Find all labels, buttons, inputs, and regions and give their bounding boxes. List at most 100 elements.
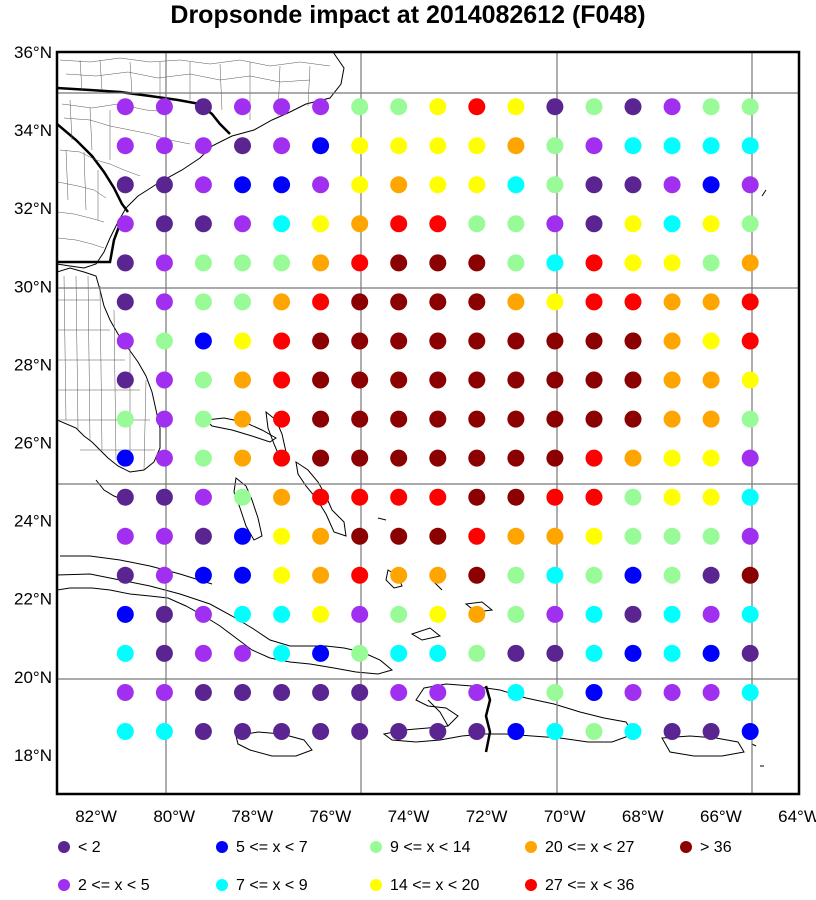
impact-dot-r13-c10 [507,605,525,623]
impact-dot-r14-c10 [507,644,525,662]
lon-tick-label: 82°W [75,807,117,826]
legend-swatch [525,879,537,891]
impact-dot-r0-c2 [194,98,212,116]
impact-dot-r4-c15 [702,254,720,272]
cuba-north-coast [60,555,213,585]
impact-dot-r15-c0 [116,684,134,701]
impact-dot-r3-c12 [585,215,603,233]
impact-dot-r10-c12 [585,488,603,506]
impact-dot-r3-c7 [390,215,408,233]
impact-dot-r16-c14 [663,723,681,740]
impact-dot-r9-c8 [429,449,447,467]
impact-dot-r4-c2 [194,254,212,272]
impact-dot-r3-c6 [351,215,369,233]
map-plot-area [55,50,801,796]
impact-dot-r15-c4 [273,684,291,701]
impact-dot-r15-c3 [234,684,251,701]
impact-dot-r2-c5 [312,176,330,194]
impact-dot-r14-c4 [273,644,291,662]
lon-tick-label: 78°W [231,807,273,826]
legend-label: 9 <= x < 14 [390,839,471,856]
lat-tick-label: 26°N [14,434,52,453]
bahamas-eleuthera [295,460,347,537]
lon-tick-label: 66°W [700,807,742,826]
impact-dot-r7-c8 [429,371,447,389]
impact-dot-r9-c5 [312,449,330,467]
impact-dot-r8-c11 [546,410,564,428]
impact-dot-r2-c4 [273,176,291,194]
impact-dot-r5-c2 [194,293,212,311]
impact-dot-r0-c6 [351,98,369,116]
impact-dot-r9-c7 [390,449,408,467]
impact-dot-r5-c15 [702,293,720,311]
impact-dot-r6-c10 [507,332,525,350]
state-boundary-nc-sc [57,86,231,135]
impact-dot-r7-c2 [194,371,212,389]
impact-dot-r6-c6 [351,332,369,350]
impact-dot-r4-c8 [429,254,447,272]
impact-dot-r1-c6 [351,137,369,155]
impact-dot-r8-c14 [663,410,681,428]
impact-dot-r0-c1 [155,98,173,116]
impact-dot-r16-c0 [116,723,134,740]
impact-dot-r7-c13 [624,371,642,389]
impact-dot-r9-c4 [273,449,291,467]
legend: < 2 2 <= x < 5 5 <= x < 7 7 <= x < 9 9 <= x … [58,839,732,894]
impact-dot-r10-c14 [663,488,681,506]
legend-swatch [370,841,382,853]
impact-dot-r12-c13 [624,566,642,584]
impact-dot-r16-c11 [546,723,564,740]
impact-dot-r2-c13 [624,176,642,194]
impact-dot-r5-c9 [468,293,486,311]
impact-dot-r1-c0 [116,137,134,155]
impact-dot-r10-c10 [507,488,525,506]
impact-dot-r6-c8 [429,332,447,350]
impact-dot-r14-c2 [194,644,212,662]
impact-dot-r14-c14 [663,644,681,662]
impact-dot-r0-c7 [390,98,408,116]
impact-dot-r14-c3 [234,644,251,662]
impact-dot-r0-c5 [312,98,330,116]
impact-dot-r12-c7 [390,566,408,584]
legend-swatch [58,879,70,891]
impact-dot-r9-c11 [546,449,564,467]
impact-dot-r10-c6 [351,488,369,506]
impact-dot-r1-c13 [624,137,642,155]
impact-dot-r13-c3 [234,605,251,623]
legend-item: 27 <= x < 36 [525,877,635,894]
impact-dot-r9-c10 [507,449,525,467]
impact-dot-r10-c9 [468,488,486,506]
map-title: Dropsonde impact at 2014082612 (F048) [170,1,645,29]
impact-dot-r9-c9 [468,449,486,467]
impact-dot-r16-c2 [194,723,212,740]
impact-dot-r9-c16 [741,449,759,467]
impact-dot-r11-c3 [234,527,251,545]
impact-dot-r14-c8 [429,644,447,662]
impact-dot-r10-c15 [702,488,720,506]
impact-dot-r12-c2 [194,566,212,584]
impact-dot-r13-c13 [624,605,642,623]
impact-dot-r4-c1 [155,254,173,272]
impact-dot-r16-c16 [741,723,759,740]
lon-tick-label: 68°W [622,807,664,826]
impact-dot-r2-c6 [351,176,369,194]
legend-label: 14 <= x < 20 [390,877,480,894]
impact-dot-r11-c5 [312,527,330,545]
haiti-dr-border[interactable] [484,685,492,753]
impact-dot-r9-c15 [702,449,720,467]
legend-swatch [216,841,228,853]
lon-tick-label: 64°W [778,807,816,826]
impact-dot-r3-c11 [546,215,564,233]
impact-dot-r12-c4 [273,566,291,584]
impact-dot-r3-c4 [273,215,291,233]
impact-dot-r3-c3 [234,215,251,233]
impact-dot-r15-c8 [429,684,447,701]
impact-dot-r10-c5 [312,488,330,506]
impact-dot-r15-c7 [390,684,408,701]
impact-dot-r11-c1 [155,527,173,545]
impact-dot-r2-c15 [702,176,720,194]
impact-dot-r12-c12 [585,566,603,584]
impact-dot-r3-c14 [663,215,681,233]
impact-dot-r15-c5 [312,684,330,701]
